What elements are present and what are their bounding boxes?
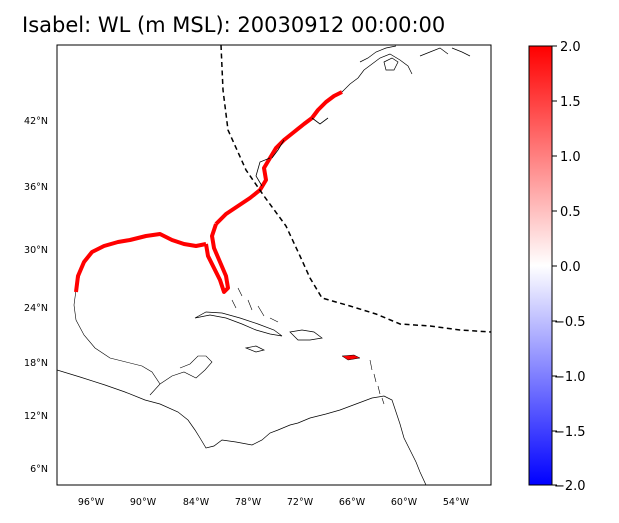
lon-label-66w: 66°W — [339, 497, 366, 508]
coastline-mexico — [73, 274, 161, 385]
lon-label-72w: 72°W — [287, 497, 314, 508]
lat-label-36n: 36°N — [24, 182, 48, 193]
island-jamaica — [244, 345, 266, 353]
colorbar-label-0-5: 0.5 — [560, 205, 581, 220]
map-title: Isabel: WL (m MSL): 20030912 00:00:00 — [22, 13, 446, 37]
map-frame[interactable] — [56, 44, 492, 486]
hurricane-track — [220, 45, 491, 333]
colorbar-label-1-0: 1.0 — [560, 150, 581, 165]
colorbar-label-2-0: 2.0 — [560, 40, 581, 55]
lat-label-30n: 30°N — [24, 245, 48, 256]
island-newfoundland — [383, 57, 399, 71]
lat-label-6n: 6°N — [30, 464, 48, 475]
lon-label-90w: 90°W — [130, 497, 157, 508]
lat-label-18n: 18°N — [24, 358, 48, 369]
colorbar-label-neg-0-5: −0.5 — [554, 315, 586, 330]
colorbar-label-neg-2-0: −2.0 — [554, 479, 586, 494]
lon-label-78w: 78°W — [235, 497, 262, 508]
lat-label-42n: 42°N — [24, 116, 48, 127]
colorbar — [528, 45, 553, 486]
colorbar-label-1-5: 1.5 — [560, 95, 581, 110]
colorbar-ticks — [552, 45, 557, 486]
lon-label-60w: 60°W — [391, 497, 418, 508]
lat-label-24n: 24°N — [24, 303, 48, 314]
islands-bahamas — [231, 287, 279, 323]
colorbar-label-0-0: 0.0 — [560, 260, 581, 275]
lon-label-96w: 96°W — [78, 497, 105, 508]
coastline-yucatan — [149, 355, 213, 396]
lat-label-12n: 12°N — [24, 411, 48, 422]
lon-label-54w: 54°W — [443, 497, 470, 508]
surge-gulf-coast — [74, 232, 207, 293]
island-hispaniola — [289, 329, 323, 341]
map-content — [57, 45, 491, 485]
coastline-northeast — [255, 117, 329, 187]
islands-lesser-antilles — [369, 359, 385, 405]
island-puerto-rico — [341, 354, 361, 361]
lon-label-84w: 84°W — [183, 497, 210, 508]
coastline-central-america — [57, 369, 427, 485]
colorbar-label-neg-1-0: −1.0 — [554, 370, 586, 385]
surge-florida — [204, 223, 230, 294]
island-cuba — [194, 311, 283, 337]
colorbar-label-neg-1-5: −1.5 — [554, 425, 586, 440]
coastline-canada — [341, 45, 471, 93]
surge-atlantic-coast — [214, 90, 343, 226]
